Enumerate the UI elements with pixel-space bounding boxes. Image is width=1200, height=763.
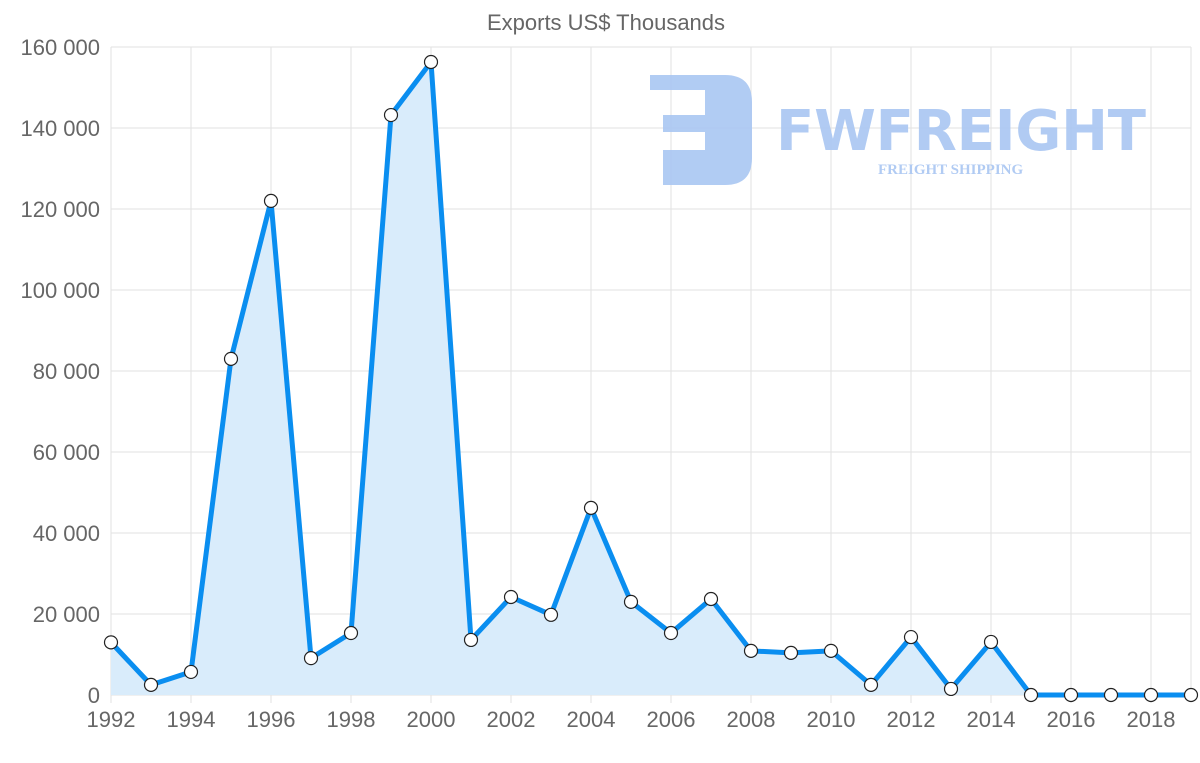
data-point: [1143, 687, 1159, 703]
x-tick-label: 1994: [167, 707, 216, 732]
x-tick-label: 2004: [567, 707, 616, 732]
x-axis-ticks: 1992 1994 1996 1998 2000 2002 2004 2006 2008 2010…: [87, 707, 1176, 732]
watermark-brand: FWFREIGHT: [776, 99, 1146, 164]
data-point: [383, 107, 399, 123]
y-tick-label: 80 000: [33, 359, 100, 384]
data-point: [343, 625, 359, 641]
y-tick-label: 0: [88, 683, 100, 708]
x-tick-label: 2010: [807, 707, 856, 732]
data-point: [583, 500, 599, 515]
x-tick-label: 2006: [647, 707, 696, 732]
y-tick-label: 100 000: [20, 278, 100, 303]
x-tick-label: 2014: [967, 707, 1016, 732]
x-tick-label: 2008: [727, 707, 776, 732]
data-point: [183, 664, 199, 680]
data-point: [623, 594, 639, 609]
y-tick-label: 140 000: [20, 116, 100, 141]
x-tick-label: 1996: [247, 707, 296, 732]
data-point: [463, 632, 479, 648]
data-point: [103, 635, 119, 650]
data-point: [863, 677, 879, 692]
data-point: [743, 643, 759, 658]
x-tick-label: 2016: [1047, 707, 1096, 732]
data-point: [1183, 687, 1199, 703]
x-tick-label: 2000: [407, 707, 456, 732]
data-point: [1063, 687, 1079, 703]
data-point: [543, 607, 559, 622]
x-tick-label: 2002: [487, 707, 536, 732]
x-tick-label: 1998: [327, 707, 376, 732]
chart-title: Exports US$ Thousands: [487, 10, 725, 35]
y-tick-label: 160 000: [20, 35, 100, 60]
data-point: [783, 645, 799, 660]
data-point: [823, 643, 839, 658]
data-point: [943, 681, 959, 697]
y-tick-label: 120 000: [20, 197, 100, 222]
data-point: [143, 677, 159, 692]
data-point: [423, 54, 439, 70]
data-point: [1103, 687, 1119, 703]
data-points: [103, 54, 1199, 703]
series-line: [109, 59, 1191, 698]
data-point: [223, 351, 239, 366]
data-point: [663, 625, 679, 641]
watermark-tagline: FREIGHT SHIPPING: [878, 162, 1023, 178]
data-point: [983, 634, 999, 650]
data-point: [503, 589, 519, 605]
area-fill: [111, 61, 1191, 696]
data-point: [703, 591, 719, 607]
y-tick-label: 40 000: [33, 521, 100, 546]
data-point: [1023, 687, 1039, 703]
x-tick-label: 2018: [1127, 707, 1176, 732]
y-tick-label: 60 000: [33, 440, 100, 465]
x-tick-label: 2012: [887, 707, 936, 732]
data-point: [303, 651, 319, 666]
data-point: [903, 629, 919, 645]
data-point: [263, 193, 279, 208]
x-tick-label: 1992: [87, 707, 136, 732]
y-tick-label: 20 000: [33, 602, 100, 627]
fwfreight-watermark-logo: FWFREIGHT FREIGHT SHIPPING: [650, 75, 1146, 185]
y-axis-ticks: 0 20 000 40 000 60 000 80 000 100 000 120 000 1…: [20, 35, 100, 708]
